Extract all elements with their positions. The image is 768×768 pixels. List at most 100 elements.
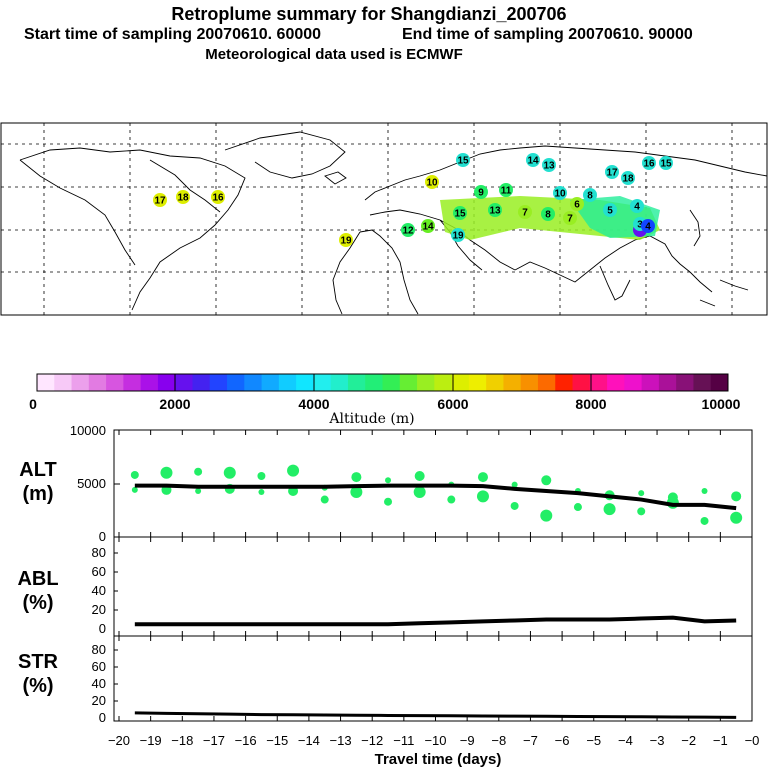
map-point-label: 12	[402, 226, 414, 237]
x-tick-label: −0	[745, 733, 760, 748]
alt-scatter-point	[130, 470, 139, 479]
str-y-tick: 40	[92, 676, 106, 691]
alt-scatter-point	[730, 511, 743, 524]
map-point-label: 4	[634, 202, 640, 213]
map-point-label: 8	[587, 191, 593, 202]
map-point: 8	[583, 188, 597, 202]
alt-y-tick: 5000	[77, 476, 106, 491]
map-point-label: 5	[607, 206, 613, 217]
colorbar-cell	[313, 374, 332, 391]
map-point: 4	[641, 219, 655, 233]
map-point-label: 17	[606, 168, 618, 179]
str-panel-unit: (%)	[22, 675, 53, 697]
alt-scatter-point	[603, 503, 616, 516]
map-point: 15	[456, 153, 470, 167]
alt-scatter-point	[320, 495, 329, 504]
colorbar-cell	[296, 374, 314, 391]
map-point: 10	[553, 186, 567, 200]
colorbar-cell	[140, 374, 159, 391]
alt-scatter-point	[287, 464, 300, 477]
colorbar-cells	[37, 374, 729, 391]
colorbar-cell	[227, 374, 245, 391]
map-point-label: 7	[567, 214, 573, 225]
colorbar-cell	[451, 374, 470, 391]
abl-y-tick: 0	[99, 621, 106, 636]
abl-panel-label: ABL	[17, 568, 58, 590]
map-point-label: 15	[457, 156, 469, 167]
alt-scatter-point	[511, 481, 518, 488]
map-point-label: 18	[177, 193, 189, 204]
x-tick-label: −19	[140, 733, 162, 748]
colorbar-cell	[278, 374, 297, 391]
alt-scatter-point	[257, 472, 266, 481]
str-y-tick: 20	[92, 693, 106, 708]
map-point-label: 4	[645, 222, 651, 233]
colorbar-cell	[710, 374, 729, 391]
str-line	[134, 711, 737, 719]
colorbar-cell	[555, 374, 574, 391]
x-tick-label: −3	[650, 733, 665, 748]
map-point: 18	[176, 190, 190, 204]
map-point-label: 15	[660, 159, 672, 170]
str-panel-label: STR	[18, 651, 59, 673]
str-y-tick: 0	[99, 710, 106, 725]
alt-scatter-point	[258, 489, 265, 496]
colorbar-cell	[37, 374, 55, 391]
abl-y-tick: 40	[92, 583, 106, 598]
alt-scatter-point	[385, 477, 392, 484]
map-point-label: 19	[340, 236, 352, 247]
map-point: 7	[518, 205, 532, 219]
colorbar-cell	[658, 374, 677, 391]
colorbar-tick: 10000	[702, 396, 741, 412]
y-tick-marks	[114, 429, 120, 702]
colorbar-cell	[589, 374, 608, 391]
map-point: 11	[499, 183, 513, 197]
colorbar-cell	[434, 374, 453, 391]
alt-scatter-point	[637, 507, 646, 516]
map-point-label: 13	[489, 206, 501, 217]
colorbar-tick: 2000	[159, 396, 190, 412]
colorbar-cell	[175, 374, 193, 391]
map-point-label: 3	[637, 220, 643, 231]
x-tick-label: −6	[555, 733, 570, 748]
map-point: 18	[621, 171, 635, 185]
colorbar-cell	[382, 374, 401, 391]
map-point: 17	[153, 193, 167, 207]
x-tick-label: −4	[618, 733, 633, 748]
colorbar-cell	[123, 374, 142, 391]
alt-scatter-point	[573, 503, 582, 512]
map-point: 4	[630, 199, 644, 213]
map-point-label: 7	[522, 208, 528, 219]
alt-scatter-point	[477, 472, 488, 483]
colorbar: 0 2000 4000 6000 8000 10000 Altitude (m)	[29, 373, 741, 427]
map-point-label: 19	[452, 231, 464, 242]
abl-line	[134, 615, 737, 627]
colorbar-cell	[624, 374, 643, 391]
colorbar-cell	[468, 374, 487, 391]
map-point: 13	[542, 158, 556, 172]
map-point-label: 17	[154, 196, 166, 207]
colorbar-cell	[192, 374, 211, 391]
map-point: 19	[451, 228, 465, 242]
end-time-text: End time of sampling 20070610. 90000	[402, 26, 693, 43]
x-axis-label: Travel time (days)	[375, 751, 502, 768]
colorbar-cell	[676, 374, 694, 391]
x-tick-label: −18	[171, 733, 193, 748]
x-tick-label: −15	[266, 733, 288, 748]
map-point: 16	[642, 156, 656, 170]
map-point-label: 13	[543, 161, 555, 172]
alt-scatter-point	[638, 490, 645, 497]
colorbar-tick: 0	[29, 396, 37, 412]
map-point: 8	[541, 207, 555, 221]
alt-scatter-point	[131, 486, 138, 493]
colorbar-tick: 8000	[575, 396, 606, 412]
map-point: 5	[603, 203, 617, 217]
x-tick-label: −12	[361, 733, 383, 748]
map-point-label: 8	[545, 210, 551, 221]
map-point: 19	[339, 233, 353, 247]
alt-scatter-point	[351, 472, 362, 483]
colorbar-frame	[36, 373, 729, 392]
alt-scatter-point	[701, 487, 708, 494]
x-tick-label: −5	[586, 733, 601, 748]
